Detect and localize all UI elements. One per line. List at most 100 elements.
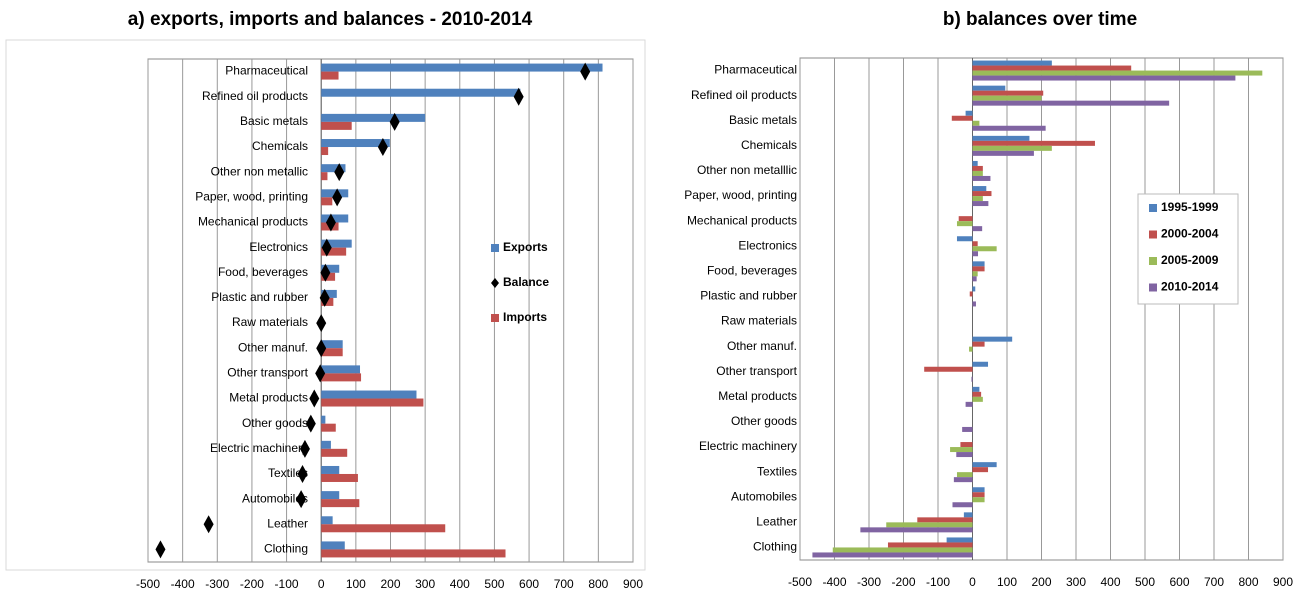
bar	[965, 401, 973, 407]
x-tick-label: -100	[926, 575, 950, 589]
bar	[972, 386, 980, 392]
y-tick-label: Raw materials	[232, 315, 308, 329]
y-tick-label: Other goods	[731, 414, 797, 428]
bar	[952, 502, 973, 508]
y-tick-label: Paper, wood, printing	[195, 189, 308, 203]
bar	[860, 527, 973, 533]
bar	[972, 497, 985, 503]
y-tick-label: Leather	[267, 516, 308, 530]
y-tick-label: Raw materials	[721, 314, 797, 328]
bar	[321, 113, 426, 122]
balance-marker	[389, 112, 400, 131]
bar	[887, 542, 973, 548]
y-tick-label: Refined oil products	[691, 88, 797, 102]
legend-label: 2000-2004	[1161, 227, 1219, 241]
bar	[972, 361, 989, 367]
balance-marker	[325, 213, 336, 232]
y-tick-label: Electric machinery	[699, 439, 797, 453]
bar	[972, 186, 987, 192]
balance-marker	[315, 364, 326, 383]
balance-marker	[320, 263, 331, 282]
legend-swatch	[491, 244, 499, 252]
bar	[951, 115, 973, 121]
bar	[321, 340, 343, 349]
bar	[960, 442, 973, 448]
x-tick-label: 0	[318, 577, 325, 591]
bar	[972, 150, 1034, 156]
bar	[972, 201, 989, 207]
y-tick-label: Other transport	[716, 364, 797, 378]
legend-marker	[491, 278, 499, 288]
bar	[972, 65, 1132, 71]
x-tick-label: -500	[788, 575, 812, 589]
legend-swatch	[1149, 283, 1157, 292]
x-tick-label: -400	[171, 577, 195, 591]
bar	[972, 196, 983, 202]
legend-label: 2005-2009	[1161, 253, 1219, 267]
y-tick-label: Refined oil products	[202, 89, 308, 103]
bar	[972, 266, 985, 272]
y-tick-label: Food, beverages	[707, 264, 797, 278]
x-tick-label: 700	[554, 577, 574, 591]
bar	[972, 226, 983, 232]
x-tick-label: -300	[205, 577, 229, 591]
x-tick-label: 800	[588, 577, 608, 591]
y-tick-label: Plastic and rubber	[700, 289, 797, 303]
balance-marker	[334, 163, 345, 182]
x-tick-label: -500	[136, 577, 160, 591]
balance-marker	[309, 389, 320, 408]
y-tick-label: Other manuf.	[238, 340, 308, 354]
x-tick-label: 400	[450, 577, 470, 591]
bar	[321, 549, 506, 558]
x-tick-label: 600	[519, 577, 539, 591]
bar	[321, 473, 358, 482]
bar	[972, 70, 1263, 76]
bar	[972, 336, 1013, 342]
bar	[950, 447, 973, 453]
bar	[972, 276, 977, 282]
bar	[946, 537, 973, 543]
bar	[972, 251, 979, 257]
bar	[972, 261, 985, 267]
bar	[321, 524, 446, 533]
bar	[321, 423, 336, 432]
y-tick-label: Paper, wood, printing	[684, 188, 797, 202]
x-tick-label: 900	[1273, 575, 1293, 589]
bar	[972, 160, 978, 166]
legend-swatch	[1149, 204, 1157, 212]
legend-swatch	[491, 314, 499, 322]
bar	[321, 197, 333, 206]
bar	[321, 239, 352, 248]
chart-title: a) exports, imports and balances - 2010-…	[128, 9, 533, 30]
bar	[321, 88, 521, 97]
bar	[971, 376, 973, 382]
y-tick-label: Clothing	[264, 542, 308, 556]
bar	[924, 366, 973, 372]
bar	[321, 348, 343, 357]
bar	[321, 440, 331, 449]
y-tick-label: Metal products	[229, 391, 308, 405]
y-tick-label: Chemicals	[252, 139, 308, 153]
bar	[972, 341, 985, 347]
legend-label: 1995-1999	[1161, 200, 1219, 214]
y-tick-label: Electronics	[738, 238, 797, 252]
bar	[321, 465, 340, 474]
chart-title: b) balances over time	[943, 9, 1137, 30]
y-tick-label: Leather	[756, 515, 797, 529]
balance-marker	[203, 515, 214, 534]
y-tick-label: Metal products	[718, 389, 797, 403]
x-tick-label: 200	[1031, 575, 1051, 589]
x-tick-label: -300	[857, 575, 881, 589]
bar	[972, 301, 976, 307]
x-tick-label: 400	[1100, 575, 1120, 589]
balance-marker	[377, 138, 388, 157]
bar	[972, 60, 1052, 66]
bar	[321, 214, 349, 223]
bar	[972, 90, 1044, 96]
bar	[321, 71, 339, 80]
y-tick-label: Textiles	[268, 466, 308, 480]
bar	[972, 396, 983, 402]
bar	[321, 121, 352, 130]
bar	[972, 165, 983, 171]
